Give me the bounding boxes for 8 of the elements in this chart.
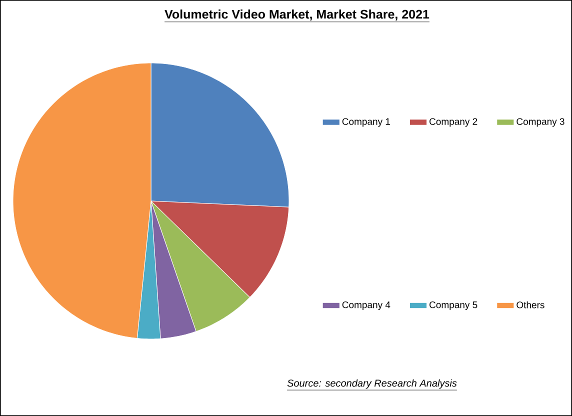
chart-title: Volumetric Video Market, Market Share, 2021 — [164, 9, 430, 20]
legend-label: Company 4 — [342, 301, 390, 310]
legend-label: Others — [516, 301, 544, 308]
legend-label: Company 2 — [430, 118, 478, 127]
legend-label: Company 3 — [516, 118, 564, 127]
source-note: Source: secondary Research Analysis — [287, 379, 457, 389]
legend-label: Company 5 — [430, 301, 478, 310]
legend-label: Company 1 — [342, 118, 390, 127]
